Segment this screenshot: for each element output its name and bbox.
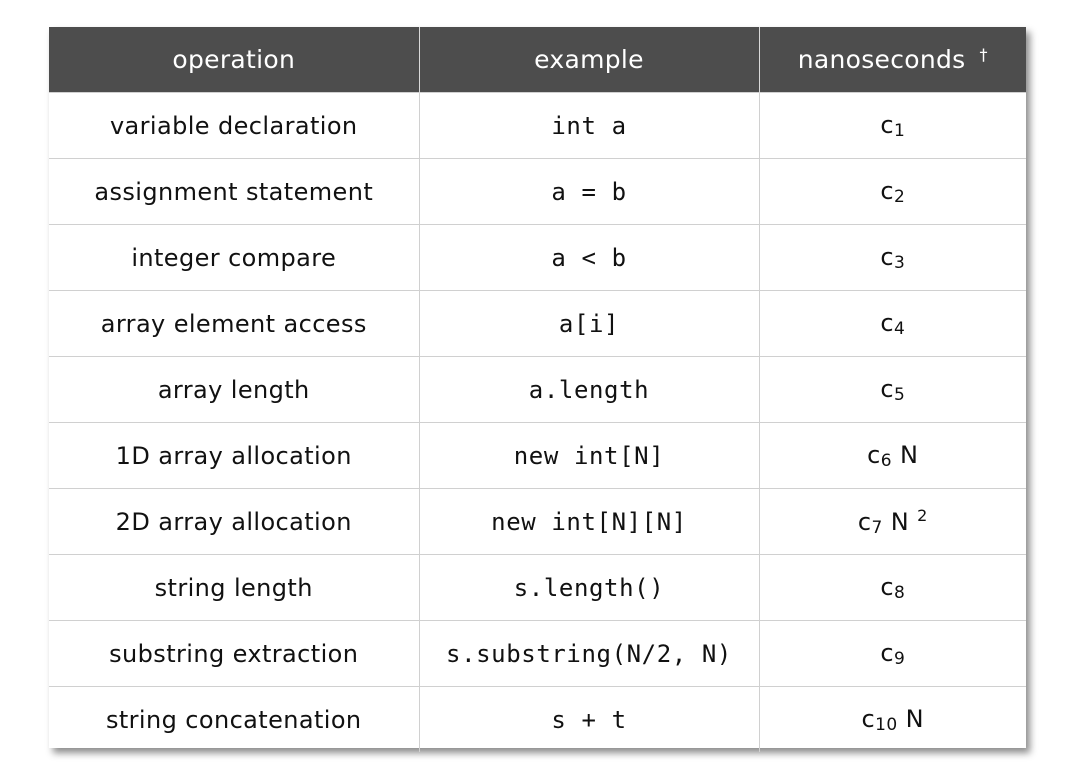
- cost-cell: c6 N: [759, 422, 1026, 489]
- operation-cell: integer compare: [49, 224, 420, 291]
- cost-tail: N: [900, 440, 919, 469]
- table-row: 2D array allocation new int[N][N] c7 N 2: [49, 488, 1026, 555]
- table-row: 1D array allocation new int[N] c6 N: [49, 422, 1026, 489]
- cost-subscript: 5: [893, 384, 906, 405]
- table-row: string length s.length() c8: [49, 554, 1026, 621]
- operation-cell: assignment statement: [49, 158, 420, 225]
- table-row: integer compare a < b c3: [49, 224, 1026, 291]
- operation-cell: 1D array allocation: [49, 422, 420, 489]
- example-cell: s.length(): [419, 554, 760, 621]
- example-cell: int a: [419, 92, 760, 159]
- cost-cell: c5: [759, 356, 1026, 423]
- cost-cell: c7 N 2: [759, 488, 1026, 555]
- example-cell: s.substring(N/2, N): [419, 620, 760, 687]
- cost-superscript: 2: [917, 505, 928, 525]
- table-row: string concatenation s + t c10 N: [49, 686, 1026, 752]
- cost-cell: c9: [759, 620, 1026, 687]
- example-cell: a[i]: [419, 290, 760, 357]
- cost-base: c: [880, 242, 894, 271]
- table-row: array element access a[i] c4: [49, 290, 1026, 357]
- cost-subscript: 6: [880, 450, 892, 471]
- cost-subscript: 7: [871, 517, 883, 538]
- operation-cell: substring extraction: [49, 620, 420, 687]
- cost-tail: N: [905, 704, 924, 733]
- operation-cell: 2D array allocation: [49, 488, 420, 555]
- cost-subscript: 3: [893, 252, 906, 273]
- cost-subscript: 8: [893, 582, 906, 603]
- example-cell: a = b: [419, 158, 760, 225]
- table-row: assignment statement a = b c2: [49, 158, 1026, 225]
- cost-table-container: operation example nanoseconds † variable …: [49, 27, 1026, 752]
- example-cell: a.length: [419, 356, 760, 423]
- cost-subscript: 10: [875, 714, 898, 735]
- table-row: variable declaration int a c1: [49, 92, 1026, 159]
- table-header: operation example nanoseconds †: [49, 27, 1026, 93]
- cost-cell: c1: [759, 92, 1026, 159]
- cost-base: c: [880, 374, 894, 403]
- cost-cell: c8: [759, 554, 1026, 621]
- table-row: substring extraction s.substring(N/2, N)…: [49, 620, 1026, 687]
- cost-base: c: [857, 507, 872, 536]
- operation-cell: array length: [49, 356, 420, 423]
- dagger-footnote-mark: †: [979, 45, 988, 64]
- cost-subscript: 9: [893, 648, 906, 669]
- operation-cell: string length: [49, 554, 420, 621]
- cost-base: c: [880, 638, 894, 667]
- cost-table: operation example nanoseconds † variable …: [49, 27, 1026, 752]
- operation-cell: array element access: [49, 290, 420, 357]
- cost-base: c: [867, 440, 881, 469]
- cost-base: c: [861, 704, 876, 733]
- example-cell: new int[N][N]: [419, 488, 760, 555]
- example-cell: s + t: [419, 686, 760, 752]
- cost-cell: c10 N: [759, 686, 1026, 752]
- example-cell: new int[N]: [419, 422, 760, 489]
- header-operation: operation: [49, 27, 420, 93]
- header-nanoseconds: nanoseconds †: [759, 27, 1026, 93]
- cost-base: c: [880, 308, 894, 337]
- header-nanoseconds-label: nanoseconds: [797, 45, 966, 74]
- cost-base: c: [880, 572, 894, 601]
- example-cell: a < b: [419, 224, 760, 291]
- cost-base: c: [880, 110, 894, 139]
- cost-tail: N: [890, 507, 910, 536]
- table-body: variable declaration int a c1 assignment…: [49, 92, 1026, 752]
- operation-cell: string concatenation: [49, 686, 420, 752]
- cost-cell: c2: [759, 158, 1026, 225]
- operation-cell: variable declaration: [49, 92, 420, 159]
- cost-subscript: 1: [893, 120, 906, 141]
- header-example: example: [419, 27, 760, 93]
- cost-subscript: 2: [893, 186, 906, 207]
- cost-base: c: [880, 176, 894, 205]
- table-row: array length a.length c5: [49, 356, 1026, 423]
- cost-cell: c3: [759, 224, 1026, 291]
- cost-subscript: 4: [893, 318, 906, 339]
- cost-cell: c4: [759, 290, 1026, 357]
- header-row: operation example nanoseconds †: [49, 27, 1026, 93]
